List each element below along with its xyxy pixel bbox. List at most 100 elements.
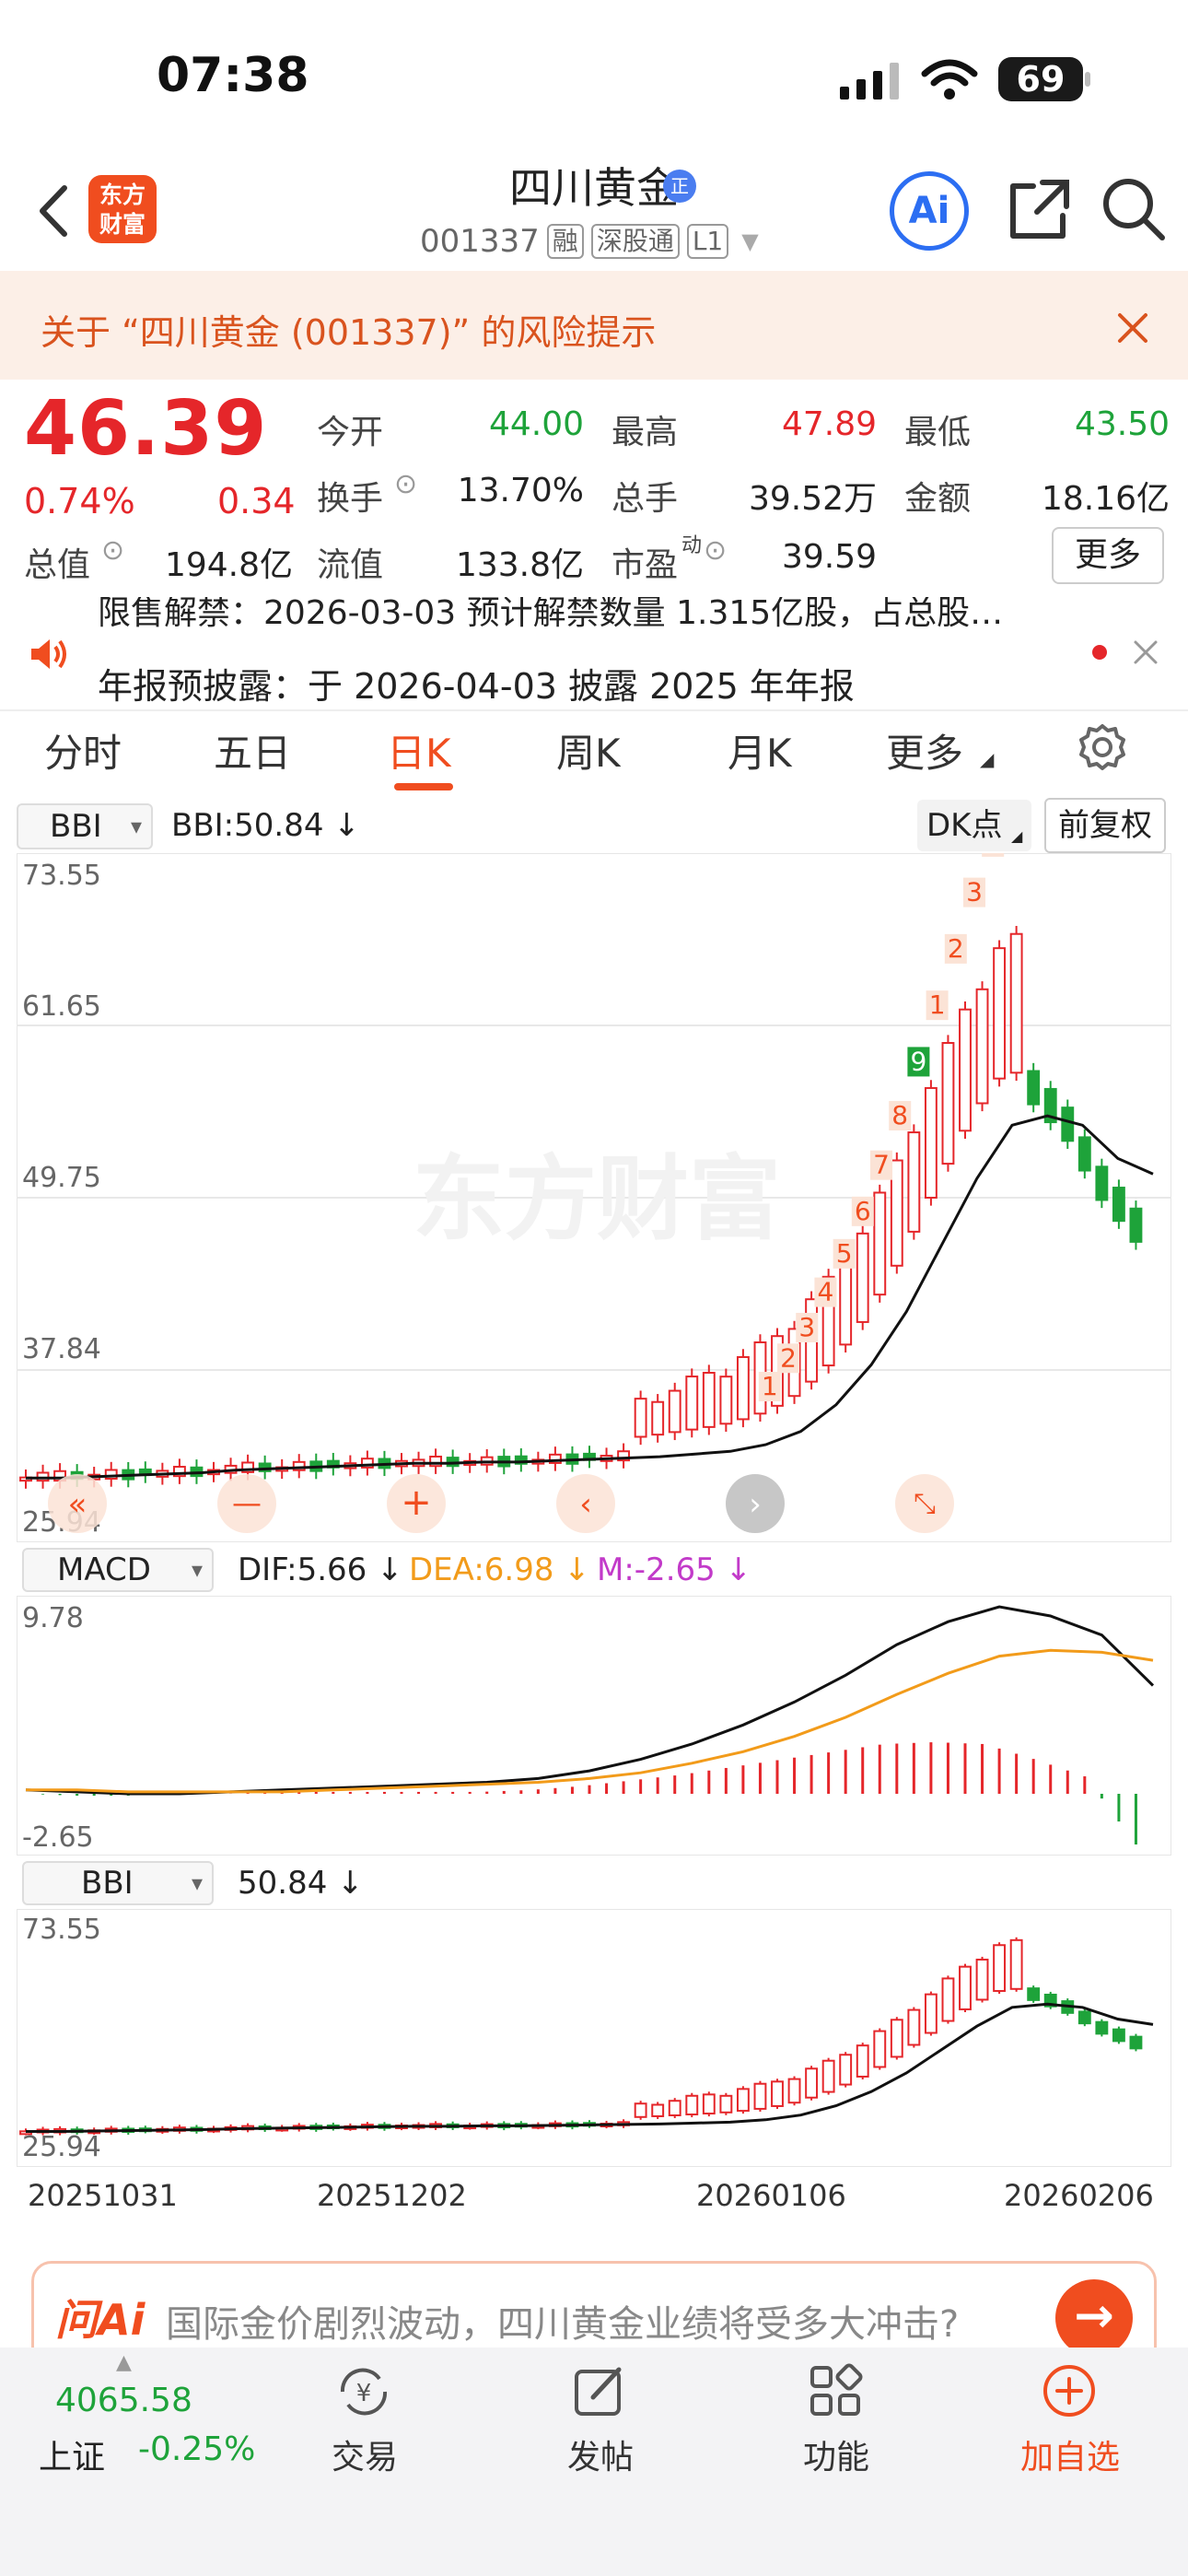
candle-body <box>360 1458 374 1469</box>
count-label-bg <box>889 1101 912 1131</box>
notice-area <box>0 601 1188 709</box>
info-icon[interactable]: ⊙ <box>394 468 418 500</box>
x-tick-label: 20251031 <box>28 2178 178 2213</box>
sub-indicator-select[interactable]: BBI <box>22 1861 214 1905</box>
tab-monthly-k[interactable]: 月K <box>728 731 792 776</box>
info-icon[interactable]: ⊙ <box>704 534 728 567</box>
macd-dif-value: DIF:5.66 ↓ <box>238 1551 403 1588</box>
candle-body <box>1009 932 1023 1074</box>
count-label-bg <box>962 877 985 907</box>
close-icon[interactable] <box>1133 639 1159 665</box>
count-label: 5 <box>836 1238 853 1269</box>
count-label: 6 <box>855 1196 871 1226</box>
info-icon[interactable]: ⊙ <box>101 534 125 567</box>
y-tick-label: 49.75 <box>22 1162 101 1194</box>
tab-five-day[interactable]: 五日 <box>214 731 292 776</box>
nav-functions[interactable]: 功能 <box>802 2439 869 2476</box>
candle-body <box>104 1469 118 1481</box>
risk-banner-text[interactable]: 关于 “四川黄金 (001337)” 的风险提示 <box>41 312 657 353</box>
count-label: 7 <box>873 1150 890 1180</box>
tab-daily-k[interactable]: 日K <box>387 731 451 776</box>
grid-apps-icon[interactable] <box>807 2362 864 2419</box>
nav-add-watchlist[interactable]: 加自选 <box>1019 2439 1120 2476</box>
count-label-bg <box>833 1238 856 1269</box>
period-tabs <box>0 709 1188 794</box>
risk-banner[interactable] <box>0 271 1188 380</box>
macd-select[interactable]: MACD <box>22 1548 214 1592</box>
stock-name: 四川黄金 <box>509 163 679 213</box>
candle-body <box>941 1042 955 1165</box>
macd-frame <box>17 1596 1171 1856</box>
ask-ai-question[interactable]: 国际金价剧烈波动，四川黄金业绩将受多大冲击? <box>166 2303 960 2346</box>
share-icon[interactable] <box>1006 175 1074 243</box>
ai-button[interactable]: Ai <box>890 171 969 251</box>
settings-gear-icon[interactable] <box>1077 722 1127 772</box>
candle-body <box>702 2093 716 2115</box>
macd-chart[interactable]: 9.78 -2.65 <box>17 1596 1171 1856</box>
count-label-bg <box>926 990 949 1021</box>
compose-icon[interactable] <box>571 2362 628 2419</box>
back-icon[interactable] <box>33 182 74 240</box>
candle-body <box>736 2088 750 2113</box>
kline-chart[interactable]: 东方财富 73.55 61.65 49.75 37.84 25.94 12345… <box>17 853 1171 1542</box>
nav-trade[interactable]: 交易 <box>331 2439 398 2476</box>
notice-unlock[interactable]: 限售解禁：2026-03-03 预计解禁数量 1.315亿股，占总股… <box>98 597 1004 630</box>
trade-icon[interactable]: ¥ <box>333 2364 394 2419</box>
zoom-out-icon <box>217 1474 276 1533</box>
bottom-nav <box>0 2348 1188 2576</box>
add-watchlist-icon[interactable] <box>1041 2362 1098 2419</box>
expand-icon: ⤡ <box>914 1488 936 1520</box>
tab-weekly-k[interactable]: 周K <box>556 731 621 776</box>
y-tick-label: 61.65 <box>22 990 101 1023</box>
dk-point-button[interactable]: DK点 <box>917 800 1031 851</box>
candle-body <box>668 2100 681 2116</box>
candle-body <box>634 1398 647 1438</box>
wifi-icon <box>921 59 978 100</box>
candle-body <box>839 2054 853 2086</box>
tab-more[interactable]: 更多 <box>886 731 964 776</box>
count-label-bg <box>870 1150 893 1180</box>
market-cap-value: 194.8亿 <box>164 546 293 584</box>
candle-body <box>617 1450 631 1462</box>
right-arrow-icon: › <box>749 1486 762 1523</box>
candle-body <box>702 1372 716 1428</box>
tag-level: L1 <box>686 224 729 259</box>
candle-body <box>959 1965 972 2010</box>
adjust-button[interactable]: 前复权 <box>1044 798 1166 853</box>
close-icon[interactable] <box>1116 311 1149 345</box>
candle-body <box>873 1191 887 1296</box>
index-percent[interactable]: -0.25% <box>138 2430 256 2468</box>
arrow-right-icon[interactable]: → <box>1055 2279 1133 2357</box>
candle-body <box>719 2094 733 2113</box>
x-tick-label: 20260106 <box>696 2178 846 2213</box>
candle-body <box>1027 1987 1041 2001</box>
y-tick-label: 37.84 <box>22 1333 101 1365</box>
mini-kline-chart[interactable]: 73.55 25.94 <box>17 1909 1171 2167</box>
candle-body <box>924 1086 938 1199</box>
caret-up-icon: ▲ <box>116 2351 132 2374</box>
tag-margin: 融 <box>546 224 584 259</box>
more-button[interactable]: 更多 <box>1052 527 1164 584</box>
index-name[interactable]: 上证 <box>39 2439 106 2476</box>
turnover-value: 13.70% <box>457 472 584 509</box>
y-tick-label: 73.55 <box>22 860 101 892</box>
macd-m-value: M:-2.65 ↓ <box>597 1551 752 1588</box>
count-label: 3 <box>798 1312 815 1342</box>
mini-bbi-line <box>26 2002 1154 2133</box>
count-label-bg <box>796 1312 819 1342</box>
turnover-label: 换手 <box>317 480 384 518</box>
step-left-icon <box>556 1474 615 1533</box>
tab-intraday[interactable]: 分时 <box>44 731 122 776</box>
candle-body <box>890 1159 903 1267</box>
caret-icon: ◢ <box>1011 827 1023 845</box>
candle-body <box>975 988 989 1105</box>
change-amount: 0.34 <box>217 481 296 521</box>
search-icon[interactable] <box>1100 175 1168 243</box>
candle-body <box>258 1462 272 1472</box>
index-value[interactable]: 4065.58 <box>55 2382 192 2419</box>
notice-report[interactable]: 年报预披露：于 2026-04-03 披露 2025 年年报 <box>98 666 855 707</box>
chevron-down-icon[interactable]: ▼ <box>741 228 759 254</box>
count-label: 3 <box>966 877 983 907</box>
nav-post[interactable]: 发帖 <box>566 2439 634 2476</box>
main-indicator-select[interactable]: BBI <box>17 803 153 849</box>
